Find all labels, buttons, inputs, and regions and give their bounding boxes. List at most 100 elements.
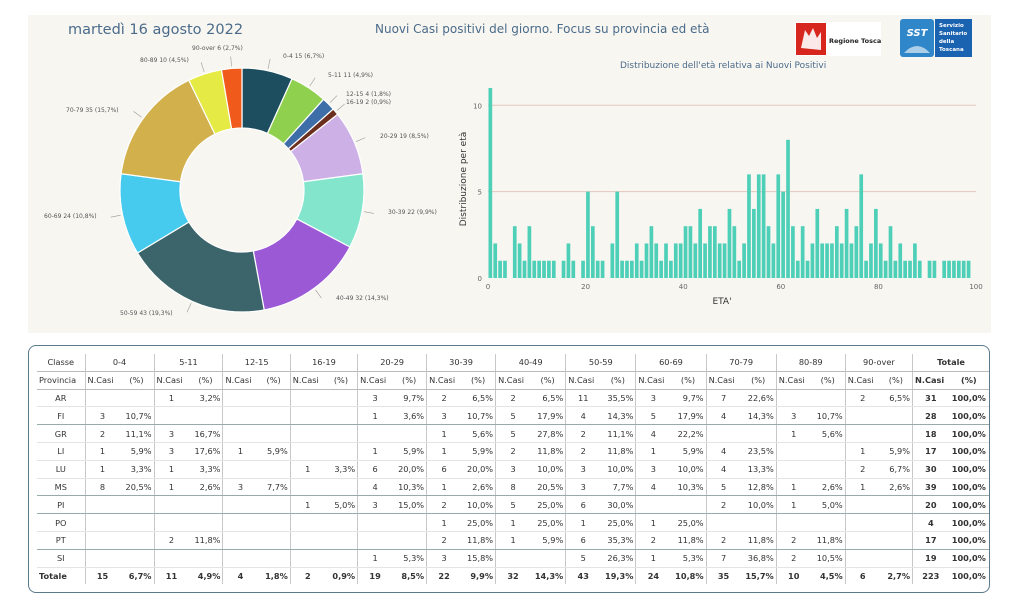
cell-ncasi: 7 (706, 549, 741, 568)
cell-ncasi: 1 (426, 513, 462, 532)
cell-ncasi: 2 (845, 389, 880, 408)
y-tick-label: 0 (478, 275, 482, 283)
age-bar (961, 260, 966, 278)
cell-pct: 16,7% (188, 424, 224, 443)
cell-ncasi: 1 (357, 442, 393, 461)
cell-pct: 5,9% (879, 442, 914, 461)
header-ncasi: N.Casi (495, 371, 531, 390)
cell-ncasi: 4 (706, 442, 741, 461)
cell-pct: 5,0% (324, 495, 359, 515)
cell-total-pct: 100,0% (948, 424, 989, 443)
header-age-group: 50-59 (565, 354, 637, 372)
donut-slice-label: 16-19 2 (0,9%) (346, 99, 391, 106)
header-age-group: 80-89 (776, 354, 846, 372)
header-classe: Classe (37, 354, 86, 372)
cell-pct: 10,7% (810, 406, 846, 426)
cell-pct (119, 549, 155, 568)
age-bar (654, 243, 659, 278)
cell-total-pct: 100,0% (948, 406, 989, 426)
age-bar (761, 174, 766, 278)
sst-logo-line: Toscana (939, 47, 964, 53)
cell-ncasi: 1 (154, 478, 189, 497)
age-bar (795, 260, 800, 278)
cell-ncasi (495, 549, 531, 568)
cell-ncasi: 1 (290, 460, 325, 479)
cell-ncasi (706, 513, 741, 532)
cell-ncasi: 1 (290, 495, 325, 515)
cell-pct (324, 406, 359, 426)
cell-pct: 5,6% (461, 424, 497, 443)
cell-ncasi (85, 531, 120, 550)
donut-leader-line (315, 289, 322, 299)
age-bar (888, 226, 893, 278)
donut-slice-label: 5-11 11 (4,9%) (328, 72, 373, 79)
age-bar (752, 208, 756, 278)
age-bar (581, 260, 585, 278)
cell-pct (188, 495, 224, 515)
donut-slice-label: 0-4 15 (6,7%) (283, 53, 324, 60)
cell-total-pct: 100,0% (948, 389, 989, 408)
cell-pct: 2,6% (810, 478, 846, 497)
row-provincia: LU (37, 460, 86, 479)
cell-pct: 17,9% (670, 406, 707, 426)
age-bar (839, 243, 844, 278)
age-bar (834, 226, 839, 278)
donut-leader-line (230, 56, 232, 67)
header-age-group: 0-4 (85, 354, 155, 372)
header-age-group: 12-15 (222, 354, 291, 372)
cell-ncasi: 6 (426, 460, 462, 479)
sst-logo-mark: SST (907, 28, 929, 39)
cell-ncasi (222, 531, 258, 550)
table-row: FI 3 10,7% 1 3,6% 3 10,7% 5 17,9% 4 14,3% 5 17,9% 4 14… (37, 406, 989, 426)
age-bar (742, 243, 746, 278)
province-age-table: Classe 0-4 5-11 12-15 16-19 20-29 30-39 40-49 50… (37, 354, 989, 585)
cell-ncasi: 15 (85, 566, 120, 585)
cell-ncasi: 5 (495, 406, 531, 426)
cell-pct: 11,8% (530, 442, 567, 461)
cell-pct: 14,3% (600, 406, 637, 426)
header-pct: (%) (810, 371, 846, 390)
row-provincia: PT (37, 531, 86, 550)
cell-pct (188, 513, 224, 532)
age-bar (512, 226, 517, 278)
cell-pct: 20,0% (461, 460, 497, 479)
header-pct: (%) (324, 371, 359, 390)
cell-ncasi (290, 531, 325, 550)
cell-pct (257, 531, 291, 550)
donut-slice-label: 70-79 35 (15,7%) (66, 107, 119, 114)
cell-ncasi: 2 (495, 389, 531, 408)
cell-ncasi: 3 (426, 549, 462, 568)
donut-slice-label: 30-39 22 (9,9%) (388, 209, 437, 216)
cell-total-ncasi: 39 (912, 478, 949, 497)
cell-pct: 2,7% (879, 566, 914, 585)
cell-pct (530, 549, 567, 568)
cell-pct: 6,5% (879, 389, 914, 408)
age-bar (864, 260, 868, 278)
cell-ncasi (776, 460, 811, 479)
cell-pct: 9,9% (461, 566, 497, 585)
age-bar (586, 191, 590, 278)
age-bar (566, 243, 571, 278)
cell-ncasi: 3 (357, 495, 393, 515)
age-bar (712, 226, 717, 278)
cell-ncasi: 35 (706, 566, 741, 585)
sst-logo-line: Sanitario (939, 31, 967, 37)
age-bar (498, 260, 502, 278)
cell-pct (324, 442, 359, 461)
header-pct: (%) (461, 371, 497, 390)
cell-total-pct: 100,0% (948, 566, 989, 585)
cell-total-ncasi: 19 (912, 549, 949, 568)
table-row: MS 8 20,5% 1 2,6% 3 7,7% 4 10,3% 1 2,6% 8 20,5% 3 7,7%… (37, 478, 989, 497)
cell-ncasi: 4 (635, 478, 671, 497)
header-ncasi: N.Casi (290, 371, 325, 390)
header-age-group: 40-49 (495, 354, 567, 372)
age-bar (849, 243, 854, 278)
age-bar (551, 260, 556, 278)
cell-ncasi: 1 (426, 442, 462, 461)
header-age-group: 5-11 (154, 354, 224, 372)
cell-pct (810, 460, 846, 479)
row-provincia: MS (37, 478, 86, 497)
cell-ncasi: 2 (776, 549, 811, 568)
header-ncasi: N.Casi (154, 371, 189, 390)
cell-ncasi (222, 549, 258, 568)
